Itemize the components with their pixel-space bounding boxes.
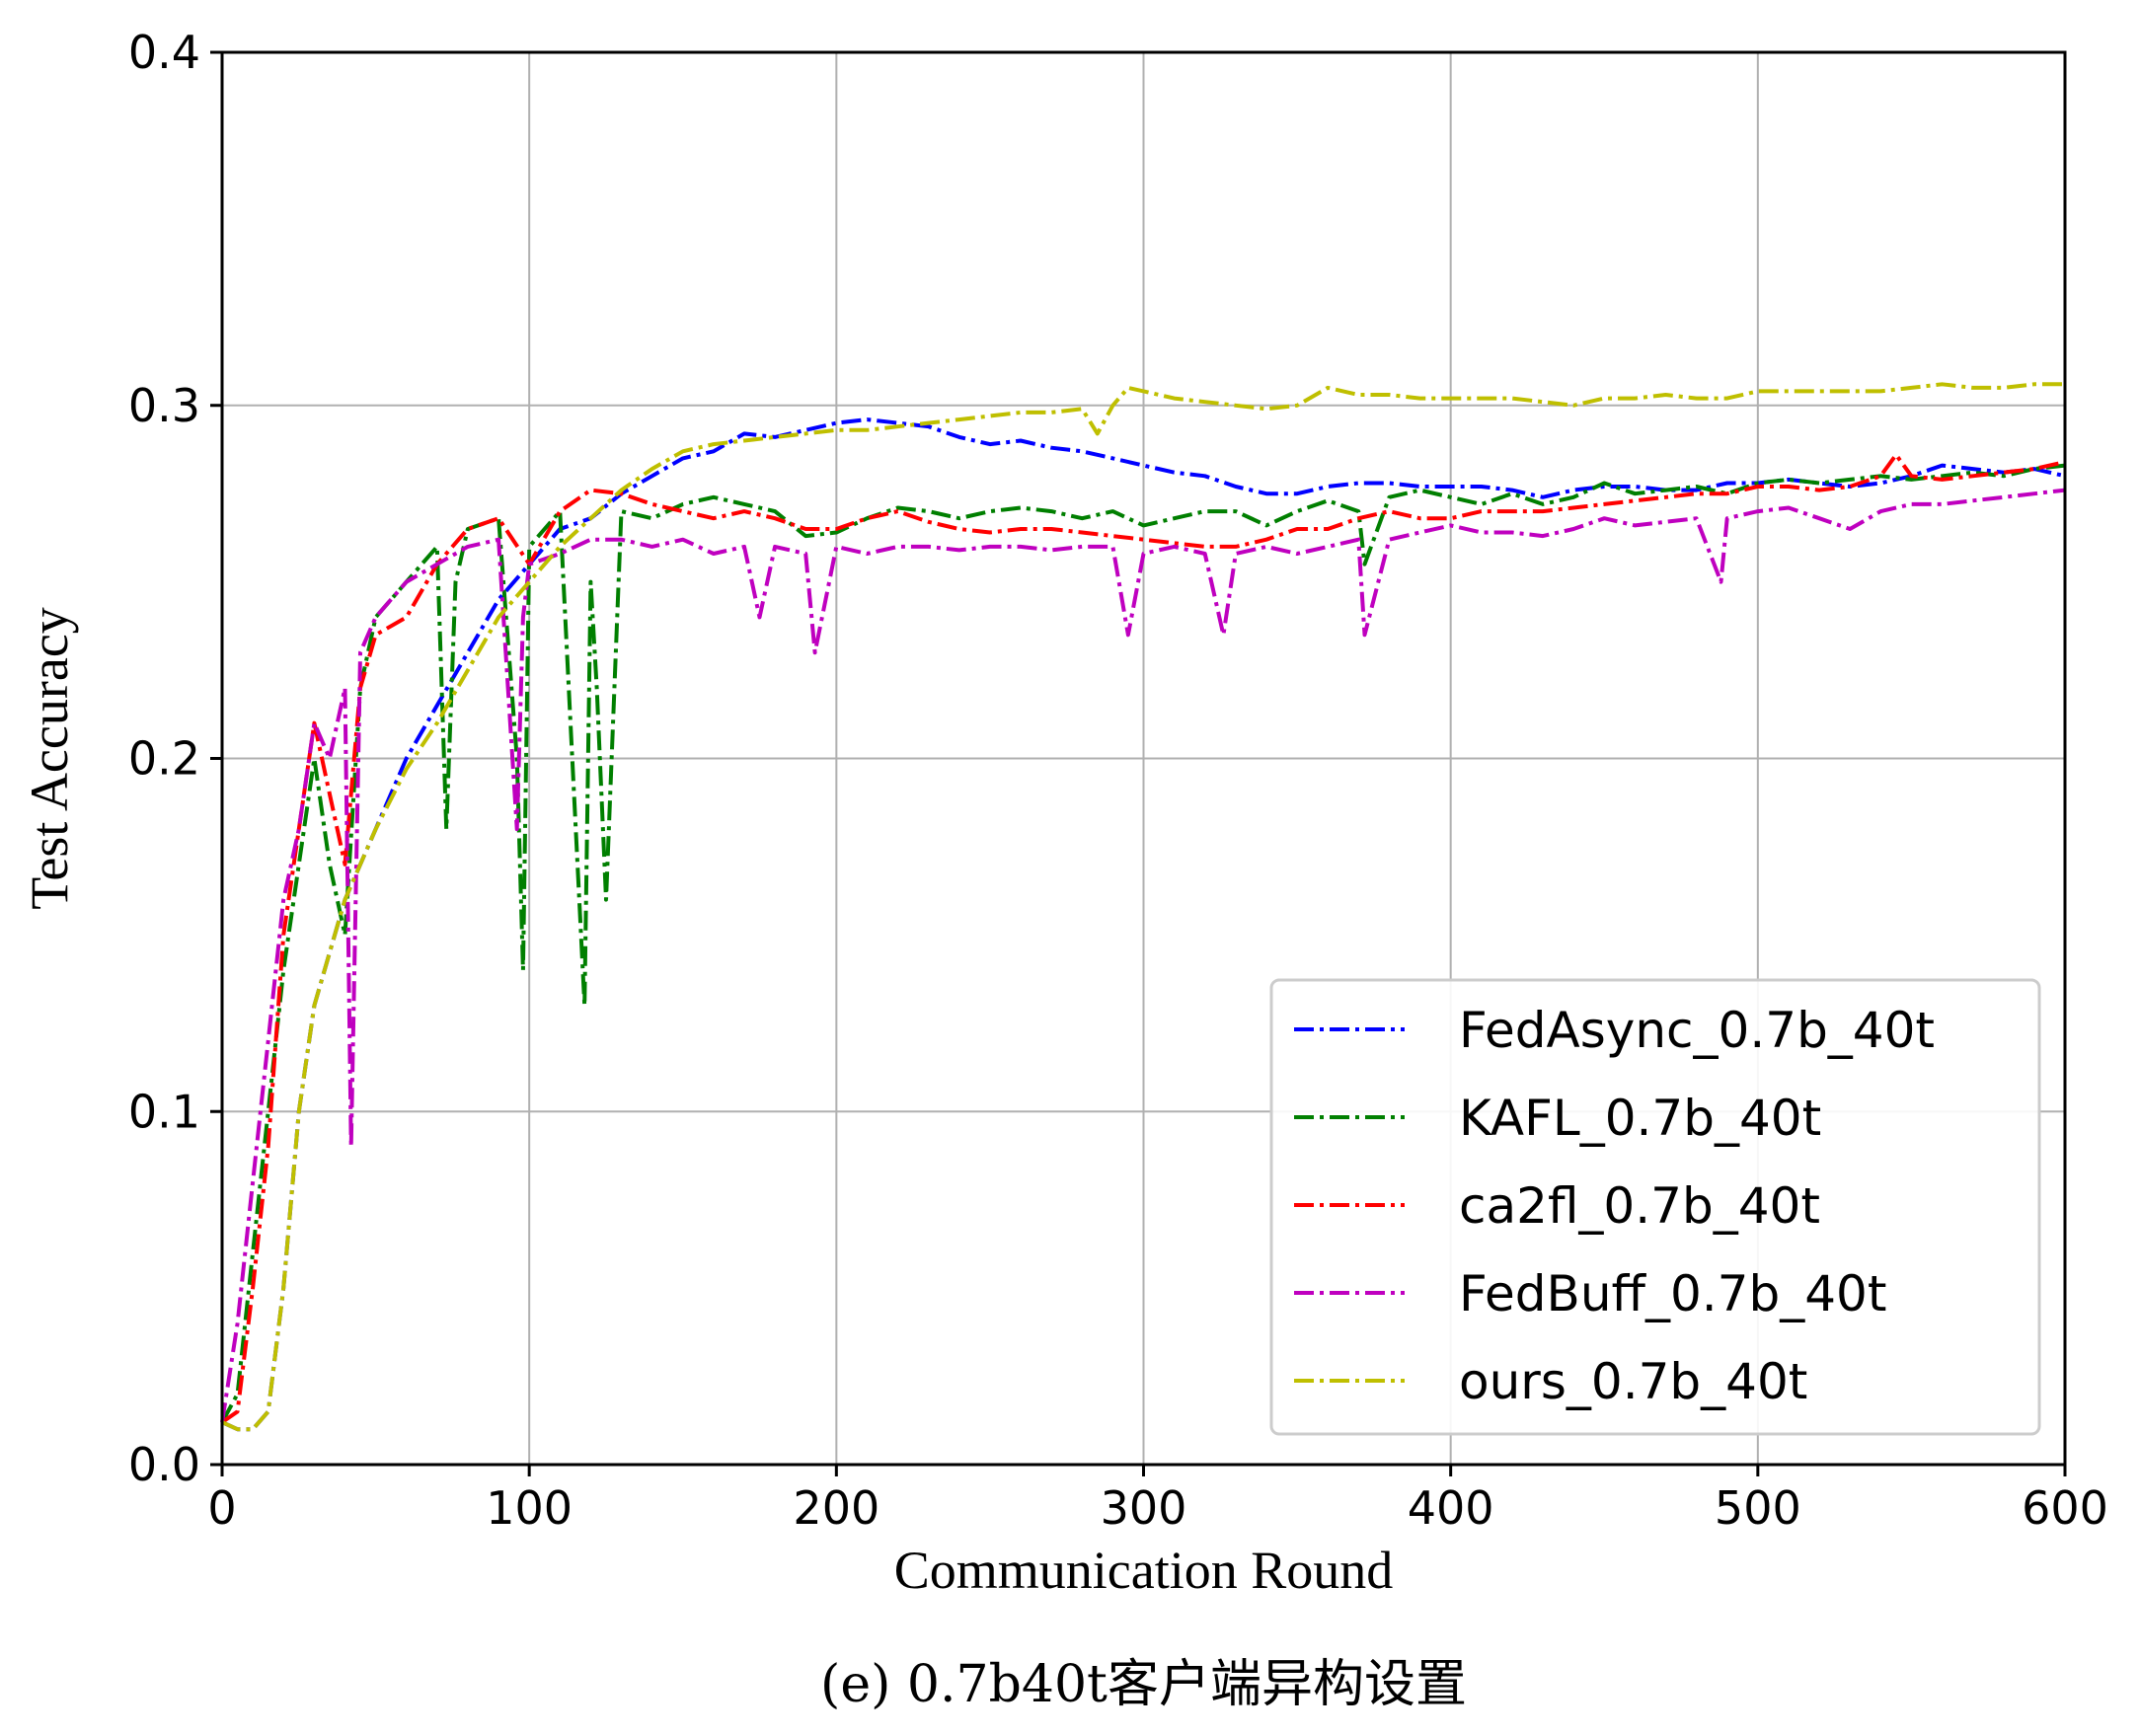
y-tick-label: 0.2 — [128, 732, 200, 786]
y-tick-label: 0.4 — [128, 26, 200, 79]
x-tick-label: 500 — [1715, 1481, 1801, 1535]
series-line — [220, 463, 2066, 1424]
x-axis-label: Communication Round — [894, 1541, 1394, 1600]
x-tick-label: 200 — [793, 1481, 879, 1535]
legend-label: FedAsync_0.7b_40t — [1459, 1002, 1935, 1059]
series-line — [220, 452, 2066, 1424]
figure-caption: (e) 0.7b40t客户端异构设置 — [820, 1655, 1467, 1714]
x-tick-label: 400 — [1408, 1481, 1494, 1535]
y-tick-label: 0.0 — [128, 1438, 200, 1491]
ticks: 0 100 200 300 400 500 600 0.0 0.1 0.2 0.3 0.4 — [128, 26, 2108, 1535]
y-tick-label: 0.1 — [128, 1085, 200, 1138]
legend-label: KAFL_0.7b_40t — [1459, 1090, 1821, 1147]
x-tick-label: 0 — [207, 1481, 236, 1535]
series-line — [220, 488, 2066, 1423]
x-tick-label: 100 — [486, 1481, 573, 1535]
series-lines — [220, 382, 2066, 1432]
series-line — [221, 382, 2065, 1432]
legend-label: FedBuff_0.7b_40t — [1459, 1265, 1886, 1322]
legend: FedAsync_0.7b_40t KAFL_0.7b_40t ca2fl_0.7b… — [1269, 978, 2041, 1436]
legend-label: ca2fl_0.7b_40t — [1459, 1177, 1820, 1235]
legend-label: ours_0.7b_40t — [1459, 1353, 1807, 1410]
x-tick-label: 300 — [1101, 1481, 1187, 1535]
y-axis-label: Test Accuracy — [20, 607, 79, 910]
x-tick-label: 600 — [2022, 1481, 2108, 1535]
y-tick-label: 0.3 — [128, 379, 200, 432]
legend-box — [1269, 978, 2041, 1436]
